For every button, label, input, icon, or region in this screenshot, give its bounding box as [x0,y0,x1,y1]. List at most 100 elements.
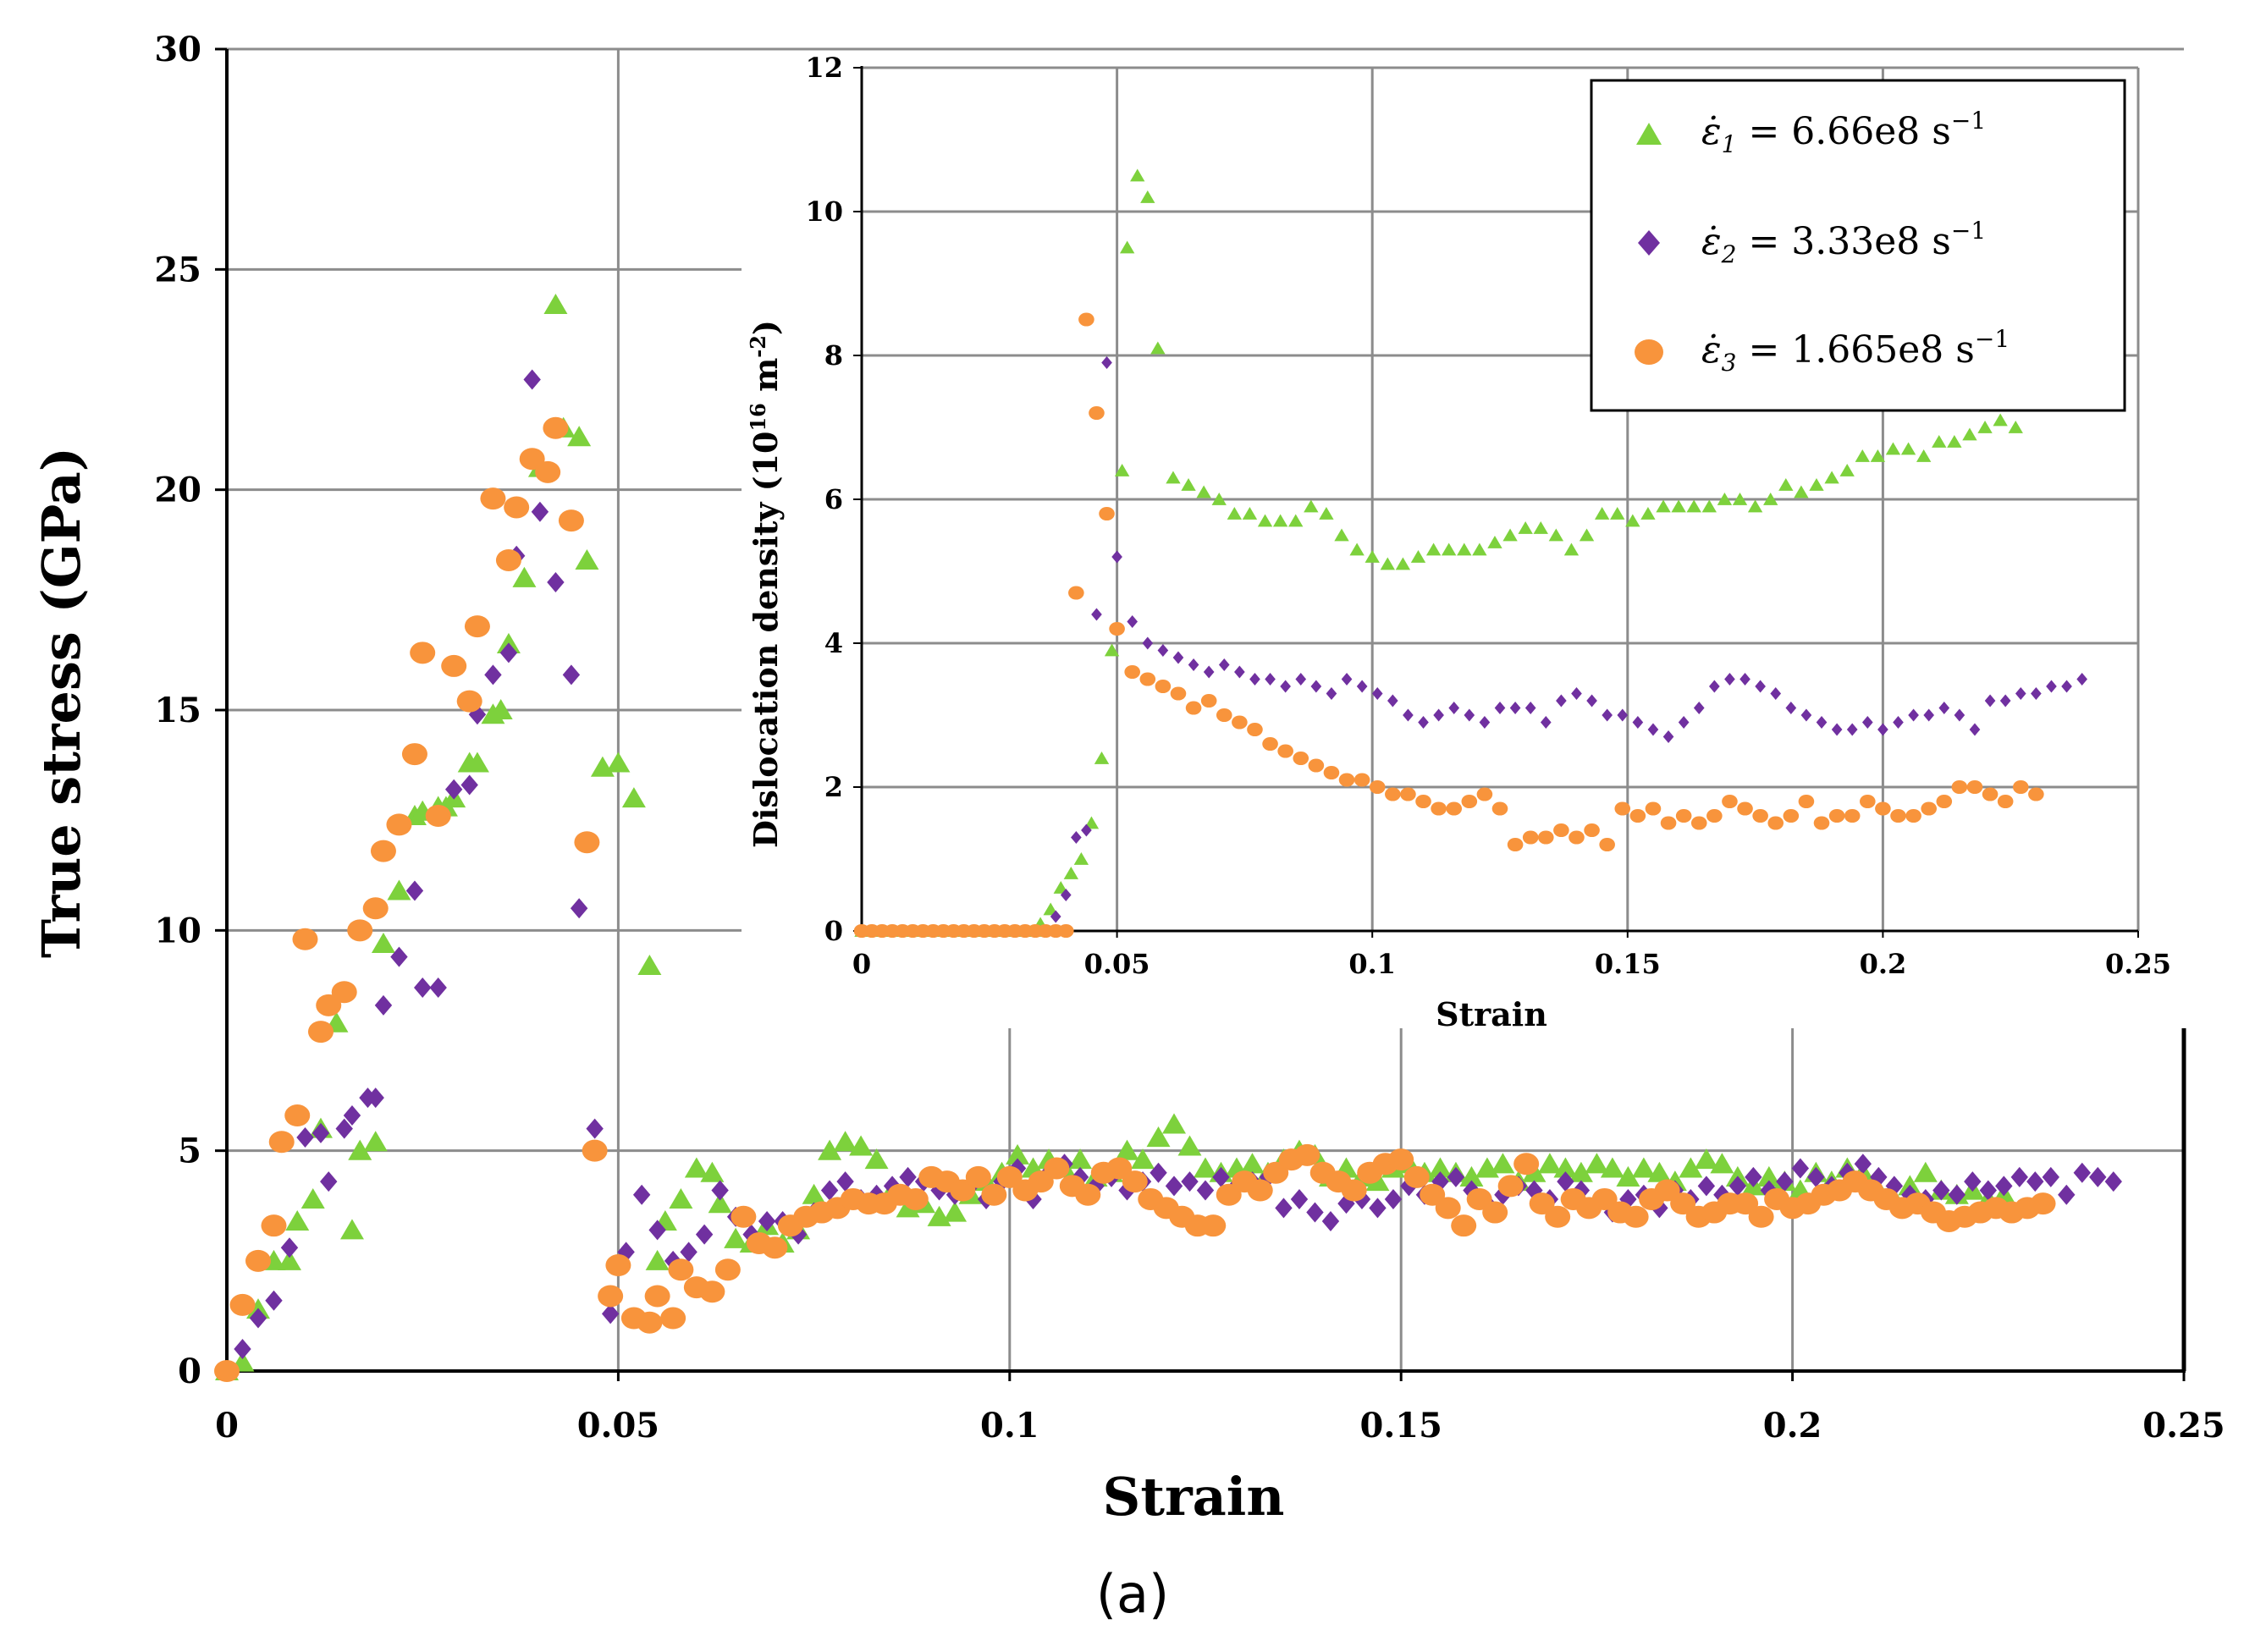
data-point-circle [1599,837,1615,852]
data-point-diamond [2104,1171,2122,1192]
data-point-circle [1522,830,1539,845]
main-y-tick-label: 20 [154,471,201,510]
data-point-diamond [1091,608,1102,621]
data-point-diamond [1979,1180,1997,1201]
data-point-circle [1875,801,1891,816]
inset-x-tick-label: 0.15 [1595,948,1661,980]
data-point-diamond [1081,823,1092,837]
data-point-circle [1099,506,1115,521]
data-point-triangle [1763,492,1778,505]
data-point-circle [284,1104,311,1127]
data-point-diamond [1647,723,1659,736]
data-point-diamond [648,1220,666,1241]
data-point-diamond [1745,1166,1762,1187]
legend-item-3: ε̇3 = 1.665e8 s−1 [1635,325,2010,377]
data-point-diamond [499,642,518,664]
data-point-diamond [836,1171,854,1192]
data-point-circle [495,548,521,571]
data-point-triangle [1701,499,1717,513]
data-point-circle [1813,816,1830,830]
inset-x-tick-label: 0 [852,948,871,980]
data-point-triangle [1993,413,2008,427]
legend-symbol-3: ε̇ [1701,328,1722,372]
data-point-triangle [1181,477,1196,491]
data-point-triangle [1242,506,1258,520]
data-point-circle [1890,808,1906,823]
data-point-triangle [1870,449,1886,462]
data-point-diamond [1494,1184,1512,1205]
legend-symbol-2: ε̇ [1701,220,1722,263]
data-point-circle [1783,808,1800,823]
legend-symbol-1: ε̇ [1701,110,1722,153]
data-point-triangle [2008,420,2023,433]
data-point-circle [1997,794,2014,809]
data-point-triangle [512,566,537,587]
data-point-triangle [645,1249,670,1270]
data-point-triangle [1778,477,1794,491]
main-y-axis-title: True stress (GPa) [30,447,92,958]
data-point-circle [1905,808,1921,823]
data-point-triangle [1094,751,1110,764]
data-point-triangle [363,1131,388,1152]
legend-box [1590,79,2126,412]
data-point-triangle [724,1227,748,1248]
data-point-circle [1435,1197,1461,1220]
data-point-triangle [1839,463,1855,476]
data-point-diamond [1371,687,1383,700]
data-point-circle [401,743,427,766]
data-point-circle [1828,808,1845,823]
data-point-diamond [1447,1166,1465,1187]
data-point-triangle [1442,542,1457,556]
data-point-triangle [1732,492,1748,505]
data-point-diamond [1969,723,1981,736]
data-point-diamond [2031,687,2042,700]
data-point-circle [699,1280,725,1303]
data-point-diamond [1403,708,1414,722]
data-point-circle [1798,794,1815,809]
data-point-triangle [802,1183,826,1204]
inset-ylabel-close: ) [747,320,785,335]
data-point-diamond [1341,673,1353,686]
data-point-diamond [1586,694,1597,708]
data-point-diamond [1218,658,1230,671]
data-point-diamond [2015,687,2026,700]
data-point-circle [1323,765,1340,780]
main-x-tick-label: 0.15 [1359,1406,1442,1446]
data-point-circle [1044,1157,1070,1180]
main-x-tick-label: 0.1 [980,1406,1039,1446]
data-point-triangle [1140,190,1155,203]
data-point-diamond [586,1118,604,1139]
data-point-circle [1216,1183,1242,1206]
data-point-diamond [547,572,565,593]
data-point-circle [386,813,412,836]
data-point-circle [1545,1205,1571,1228]
data-point-circle [441,654,467,677]
data-point-circle [1078,312,1094,327]
data-point-circle [1476,787,1493,801]
data-point-triangle [1319,506,1334,520]
data-point-diamond [1923,708,1935,722]
data-point-triangle [1257,514,1273,527]
data-point-diamond [1678,716,1690,729]
data-point-triangle [1211,492,1227,505]
data-point-circle [1139,672,1156,686]
data-point-circle [1591,1187,1618,1210]
data-point-diamond [562,664,581,686]
inset-x-tick-label: 0.2 [1860,948,1907,980]
data-point-triangle [1518,520,1533,534]
data-point-triangle [1334,528,1349,542]
data-point-triangle [1537,1153,1562,1174]
data-point-diamond [523,369,541,390]
data-point-circle [504,496,530,519]
data-point-triangle [1640,506,1656,520]
data-point-circle [1106,1157,1133,1180]
data-point-circle [1200,693,1217,708]
main-x-tick-label: 0.2 [1763,1406,1822,1446]
data-point-diamond [1157,644,1169,657]
data-point-circle [1614,801,1631,816]
inset-data-points [853,168,2087,939]
data-point-diamond [1234,665,1245,679]
data-point-circle [1369,779,1386,795]
data-point-diamond [320,1171,338,1192]
data-point-triangle [621,787,646,808]
